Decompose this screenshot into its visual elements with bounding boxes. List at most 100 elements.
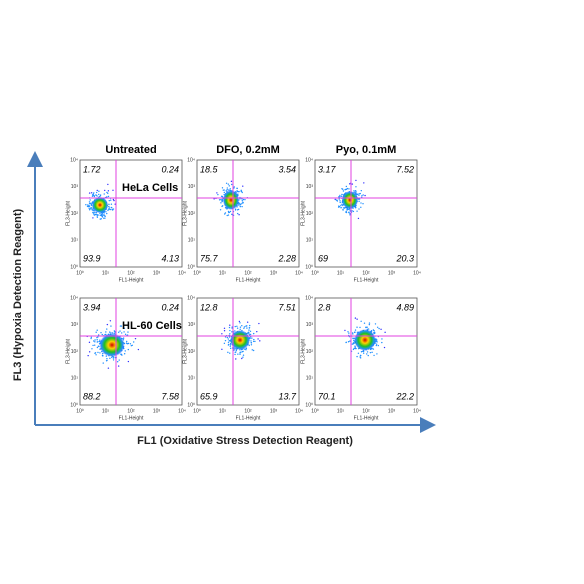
column-header: DFO, 0.2mM [216,144,280,156]
event-dot [244,198,246,201]
quadrant-value: 4.89 [396,302,414,312]
x-tick-label: 10³ [270,408,278,414]
event-dot [106,357,108,360]
event-dot [356,210,358,212]
event-dot [107,209,109,212]
event-dot [105,355,108,357]
plot-x-label: FL1-Height [354,415,379,421]
event-dot [342,190,345,192]
event-dot [358,208,360,210]
event-dot [242,201,244,203]
event-dot [220,202,222,204]
x-tick-label: 10² [127,270,135,276]
event-dot [236,190,238,192]
event-dot [354,191,356,193]
event-dot [340,204,342,207]
event-dot [355,179,357,182]
event-dot [224,339,227,342]
event-dot [368,323,371,326]
event-dot [357,198,360,200]
plot-frame [79,159,183,268]
event-dot [92,217,94,219]
event-dot [106,212,108,215]
event-dot [354,317,357,319]
event-dot [258,322,260,325]
event-dot [127,331,129,333]
event-dot [98,195,101,198]
event-dot [240,190,243,193]
event-dot [226,188,228,191]
event-dot [227,214,230,216]
x-tick-label: 10² [244,270,252,276]
event-dot [252,349,255,352]
event-dot [360,351,363,353]
event-dot [363,182,365,184]
event-dot [372,348,375,350]
event-dot [367,354,369,357]
event-dot [334,198,336,201]
event-dot [87,205,89,208]
event-dot [356,318,358,320]
event-dot [246,325,248,327]
event-dot [90,337,92,340]
event-dot [345,211,348,214]
event-dot [223,191,226,194]
event-dot [98,193,100,196]
event-dot [362,352,365,354]
event-dot [363,322,366,324]
event-dot [252,332,255,335]
event-dot [101,216,104,218]
event-dot [99,352,101,354]
event-dot [355,186,357,188]
event-dot [124,333,127,336]
event-dot [94,213,97,216]
event-dot [107,208,110,210]
event-dot [339,195,341,198]
event-dot [364,194,366,197]
plot-x-label: FL1-Height [119,415,144,421]
quadrant-value: 3.54 [278,164,296,174]
event-dot [247,332,249,334]
event-dot [109,208,111,211]
event-dot [224,336,227,338]
event-dot [88,341,91,344]
event-dot [251,337,253,339]
event-dot [372,329,375,331]
event-dot [345,188,347,191]
event-dot [383,346,386,349]
plot-frame [196,297,300,406]
event-dot [249,333,252,336]
event-dot [348,332,350,334]
event-dot [104,215,106,218]
event-dot [236,327,239,329]
event-dot [130,345,133,347]
y-tick-label: 10⁴ [70,157,78,163]
event-dot [99,339,101,341]
event-dot [107,192,109,195]
event-dot [354,345,356,347]
y-tick-label: 10² [306,211,314,217]
event-dot [119,330,121,332]
event-dot [105,211,107,213]
event-dot [90,192,93,194]
row-label: HeLa Cells [122,182,178,194]
event-dot [236,212,239,215]
event-dot [96,329,98,331]
event-dot [90,336,93,339]
plot-y-label: FL3-Height [182,339,188,364]
event-dot [360,202,362,204]
event-dot [375,344,378,347]
x-tick-label: 10³ [388,408,396,414]
event-dot [229,329,231,332]
event-dot [88,209,91,211]
plot-y-label: FL3-Height [182,201,188,226]
event-dot [91,195,94,197]
event-dot [102,362,104,364]
event-dot [229,324,231,326]
event-dot [227,351,229,354]
event-dot [235,349,237,352]
x-tick-label: 10⁰ [193,270,201,276]
event-dot [100,214,103,217]
event-dot [219,209,222,211]
event-dot [108,199,110,202]
